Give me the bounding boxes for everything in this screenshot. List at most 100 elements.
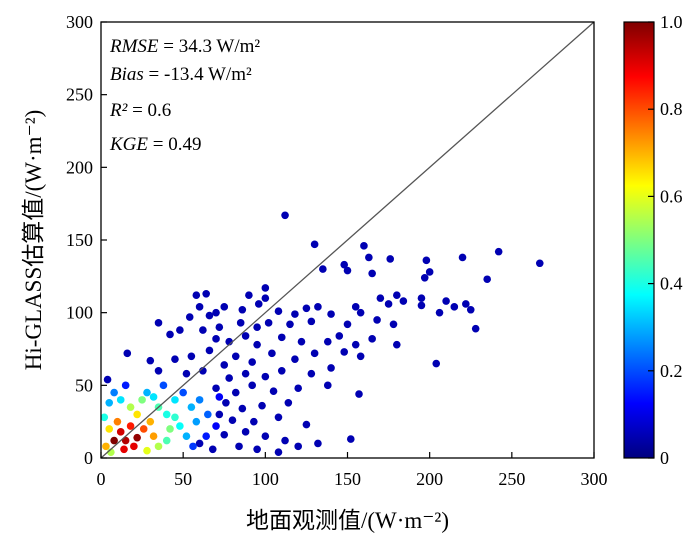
data-point [323, 337, 332, 346]
data-point [432, 359, 441, 368]
y-tick-label: 250 [66, 85, 93, 105]
x-tick-label: 0 [97, 469, 106, 489]
data-point [220, 303, 229, 311]
y-tick-label: 0 [84, 448, 93, 468]
y-tick-label: 300 [66, 12, 93, 32]
data-point [264, 319, 273, 327]
data-point [241, 369, 250, 378]
data-point [215, 410, 224, 419]
data-point [274, 448, 283, 456]
colorbar-tick-label: 0 [660, 448, 669, 468]
data-point [105, 398, 114, 407]
data-point [162, 410, 171, 419]
data-point [176, 422, 184, 430]
data-point [274, 413, 283, 422]
data-point [356, 352, 365, 361]
data-point [258, 401, 266, 410]
data-point [351, 303, 360, 311]
data-point [425, 268, 434, 276]
data-point [202, 289, 210, 298]
y-axis-ticks: 0 50 100 150 200 250 300 [66, 12, 107, 468]
data-point [399, 297, 408, 305]
data-point [205, 311, 214, 320]
data-point [314, 439, 322, 448]
data-point [386, 255, 395, 263]
stat-r2: R² = 0.6 [109, 100, 171, 121]
data-point [319, 265, 327, 273]
data-point [393, 340, 401, 349]
data-point [417, 294, 426, 302]
data-point [494, 247, 503, 256]
data-point [420, 273, 429, 282]
data-point [269, 387, 278, 395]
data-point [422, 256, 431, 265]
data-point [250, 417, 258, 426]
data-point [253, 323, 261, 332]
data-point [365, 253, 373, 262]
data-point [323, 381, 332, 390]
data-point [225, 374, 233, 382]
x-tick-label: 300 [581, 469, 608, 489]
data-point [113, 417, 122, 426]
data-point [126, 403, 135, 411]
data-point [294, 384, 303, 393]
data-point [261, 284, 270, 292]
data-point [205, 346, 214, 355]
data-point [417, 301, 426, 310]
data-point [291, 310, 299, 318]
data-point [458, 253, 467, 262]
data-point [105, 425, 114, 433]
x-axis-label: 地面观测值/(W·m⁻²) [246, 508, 449, 533]
data-point [133, 433, 141, 442]
data-point [435, 308, 444, 317]
data-point [116, 428, 125, 436]
data-point [130, 442, 138, 451]
data-point [133, 410, 141, 419]
data-point [182, 432, 191, 441]
data-point [442, 297, 450, 305]
data-point [284, 398, 293, 407]
data-point [126, 422, 135, 430]
data-point [248, 358, 256, 366]
data-point [179, 388, 187, 397]
data-point [139, 425, 148, 433]
x-tick-label: 250 [498, 469, 525, 489]
data-point [220, 361, 229, 369]
data-point [335, 332, 344, 340]
data-point [376, 294, 385, 302]
y-tick-label: 50 [75, 375, 93, 395]
y-axis-label: Hi-GLASS估算值/(W·m⁻²) [21, 110, 46, 371]
data-point [248, 381, 256, 390]
data-point [103, 375, 112, 384]
data-point [277, 367, 286, 375]
data-point [241, 332, 250, 340]
x-tick-label: 50 [174, 469, 192, 489]
data-point [274, 307, 283, 316]
data-point [204, 410, 212, 419]
data-point [294, 442, 303, 451]
data-point [212, 335, 220, 343]
colorbar-tick-label: 0.8 [660, 99, 683, 119]
data-point [314, 303, 322, 311]
data-point [307, 317, 316, 326]
data-point [281, 211, 289, 220]
data-point [393, 291, 401, 300]
data-point [154, 367, 163, 375]
data-point [138, 396, 146, 404]
colorbar-tick-label: 0.2 [660, 361, 683, 381]
data-point [261, 372, 270, 381]
data-point [389, 320, 398, 329]
data-point [192, 417, 201, 426]
stat-rmse: RMSE = 34.3 W/m² [109, 36, 260, 57]
data-point [351, 340, 360, 349]
data-point [340, 348, 349, 356]
data-point [253, 445, 261, 454]
data-point [327, 364, 335, 372]
data-point [268, 349, 276, 358]
data-point [202, 432, 210, 441]
data-point [302, 420, 311, 429]
data-point [110, 388, 118, 397]
data-point [291, 355, 299, 363]
data-point [236, 319, 245, 327]
data-point [189, 442, 197, 451]
